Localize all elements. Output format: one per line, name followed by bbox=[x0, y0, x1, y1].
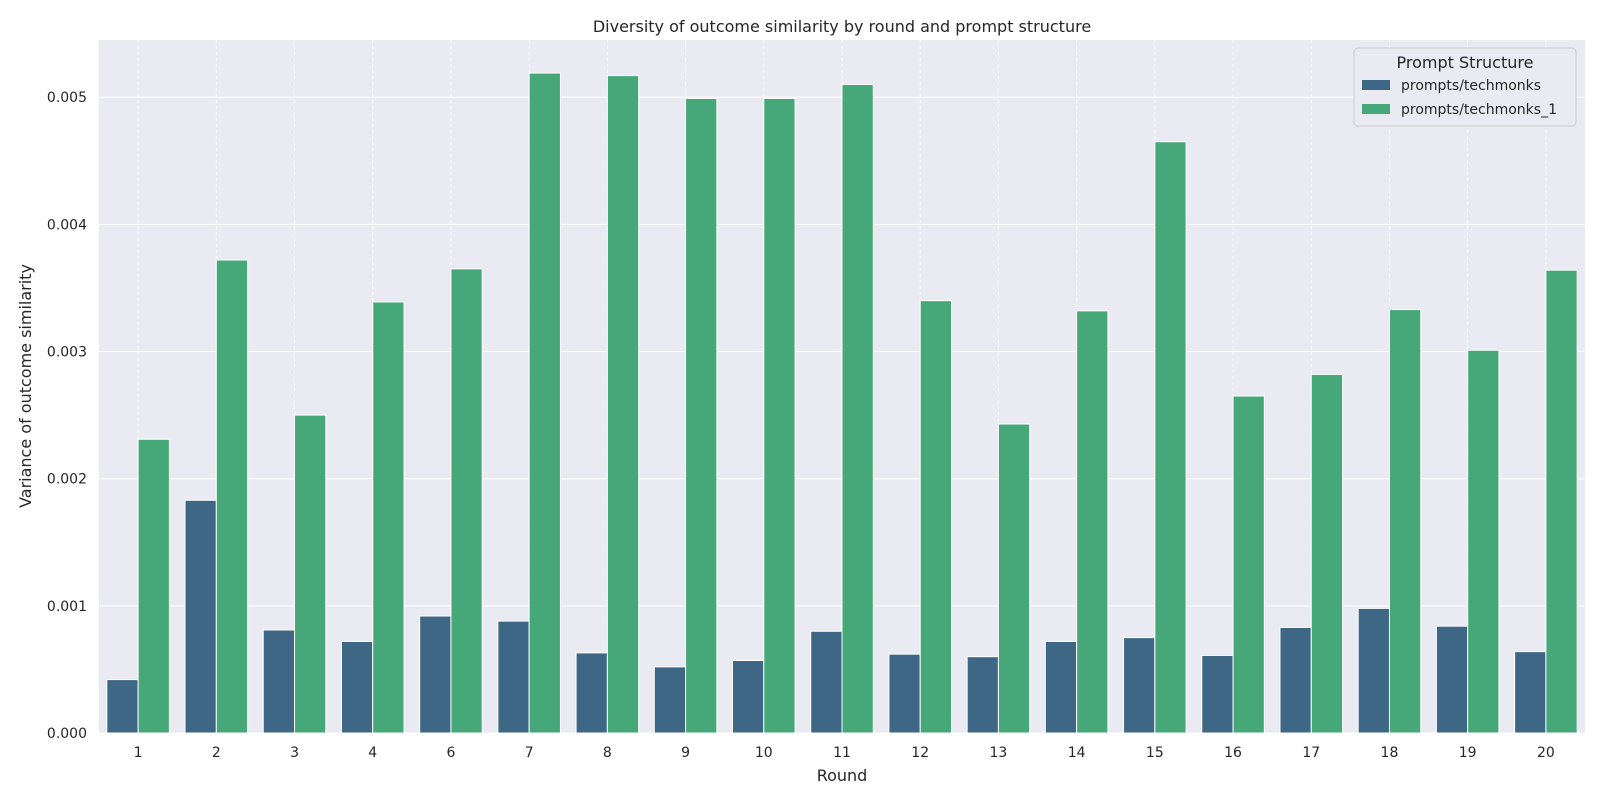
bar-techmonks-1-round-16 bbox=[1232, 395, 1265, 734]
bar-techmonks-1-round-18 bbox=[1388, 309, 1422, 734]
x-axis-ticks: 1 2 3 4 6 7 8 9 10 11 12 13 14 15 16 17 18 19 20 bbox=[134, 745, 1555, 761]
bar-techmonks-round-17 bbox=[1279, 626, 1312, 734]
bar-techmonks-round-11 bbox=[810, 630, 843, 734]
y-axis-ticks: 0.000 0.001 0.002 0.003 0.004 0.005 bbox=[47, 90, 87, 742]
y-tick-label: 0.000 bbox=[47, 726, 87, 742]
bar-techmonks-1-round-4 bbox=[372, 301, 405, 734]
x-tick-label: 14 bbox=[1068, 745, 1086, 761]
bar-techmonks-1-round-17 bbox=[1310, 373, 1344, 734]
bar-techmonks-1-round-1 bbox=[137, 438, 170, 734]
bar-techmonks-1-round-3 bbox=[294, 414, 327, 734]
x-tick-label: 13 bbox=[990, 745, 1008, 761]
x-tick-label: 11 bbox=[833, 745, 851, 761]
x-tick-label: 8 bbox=[603, 745, 612, 761]
y-tick-label: 0.001 bbox=[47, 599, 87, 615]
bar-techmonks-round-1 bbox=[106, 679, 139, 734]
y-axis-label: Variance of outcome similarity bbox=[16, 264, 35, 508]
y-tick-label: 0.004 bbox=[47, 217, 87, 233]
bar-techmonks-round-14 bbox=[1044, 640, 1078, 734]
bar-techmonks-round-7 bbox=[497, 620, 530, 734]
x-tick-label: 12 bbox=[911, 745, 929, 761]
bar-techmonks-1-round-19 bbox=[1467, 349, 1500, 734]
chart-title: Diversity of outcome similarity by round… bbox=[593, 17, 1091, 36]
x-tick-label: 7 bbox=[525, 745, 534, 761]
x-tick-label: 2 bbox=[212, 745, 221, 761]
x-tick-label: 4 bbox=[368, 745, 377, 761]
bar-techmonks-1-round-8 bbox=[606, 75, 640, 734]
legend-label-techmonks-1: prompts/techmonks_1 bbox=[1401, 102, 1557, 118]
x-tick-label: 1 bbox=[134, 745, 143, 761]
bar-techmonks-round-9 bbox=[653, 666, 687, 734]
x-tick-label: 15 bbox=[1146, 745, 1164, 761]
legend-swatch-techmonks-1 bbox=[1362, 104, 1390, 114]
bar-techmonks-round-16 bbox=[1201, 654, 1234, 734]
bars bbox=[106, 72, 1578, 734]
x-tick-label: 20 bbox=[1537, 745, 1555, 761]
bar-techmonks-1-round-15 bbox=[1154, 141, 1187, 734]
bar-techmonks-round-6 bbox=[419, 615, 452, 734]
x-tick-label: 17 bbox=[1302, 745, 1320, 761]
legend: Prompt Structure prompts/techmonks promp… bbox=[1353, 47, 1577, 127]
bar-techmonks-round-19 bbox=[1435, 625, 1469, 734]
bar-techmonks-1-round-13 bbox=[997, 423, 1031, 734]
bar-techmonks-round-18 bbox=[1357, 607, 1390, 734]
legend-swatch-techmonks bbox=[1362, 80, 1390, 90]
x-tick-label: 19 bbox=[1459, 745, 1477, 761]
bar-techmonks-round-4 bbox=[340, 640, 374, 734]
x-tick-label: 18 bbox=[1381, 745, 1399, 761]
legend-title: Prompt Structure bbox=[1397, 53, 1534, 72]
bar-techmonks-1-round-10 bbox=[763, 97, 796, 734]
bar-techmonks-round-3 bbox=[262, 629, 296, 734]
bar-techmonks-round-2 bbox=[184, 499, 217, 734]
bar-techmonks-round-8 bbox=[575, 652, 608, 734]
bar-techmonks-1-round-6 bbox=[450, 268, 483, 734]
bar-techmonks-round-15 bbox=[1123, 637, 1156, 734]
x-tick-label: 6 bbox=[446, 745, 455, 761]
bar-techmonks-1-round-11 bbox=[841, 84, 874, 734]
bar-techmonks-round-20 bbox=[1514, 651, 1547, 734]
bar-techmonks-1-round-2 bbox=[215, 259, 249, 734]
bar-techmonks-1-round-7 bbox=[528, 72, 561, 734]
bar-techmonks-1-round-20 bbox=[1545, 269, 1578, 734]
y-tick-label: 0.003 bbox=[47, 345, 87, 361]
bar-techmonks-round-12 bbox=[888, 653, 921, 734]
legend-label-techmonks: prompts/techmonks bbox=[1401, 78, 1541, 94]
legend-box bbox=[1353, 47, 1577, 127]
y-tick-label: 0.005 bbox=[47, 90, 87, 106]
bar-techmonks-1-round-12 bbox=[919, 300, 952, 734]
bar-techmonks-1-round-14 bbox=[1076, 310, 1109, 734]
x-axis-label: Round bbox=[817, 766, 868, 785]
x-tick-label: 9 bbox=[681, 745, 690, 761]
bar-techmonks-1-round-9 bbox=[685, 97, 718, 734]
x-tick-label: 3 bbox=[290, 745, 299, 761]
y-tick-label: 0.002 bbox=[47, 472, 87, 488]
x-tick-label: 10 bbox=[755, 745, 773, 761]
bar-techmonks-round-10 bbox=[732, 660, 765, 734]
x-tick-label: 16 bbox=[1224, 745, 1242, 761]
bar-techmonks-round-13 bbox=[966, 656, 999, 734]
